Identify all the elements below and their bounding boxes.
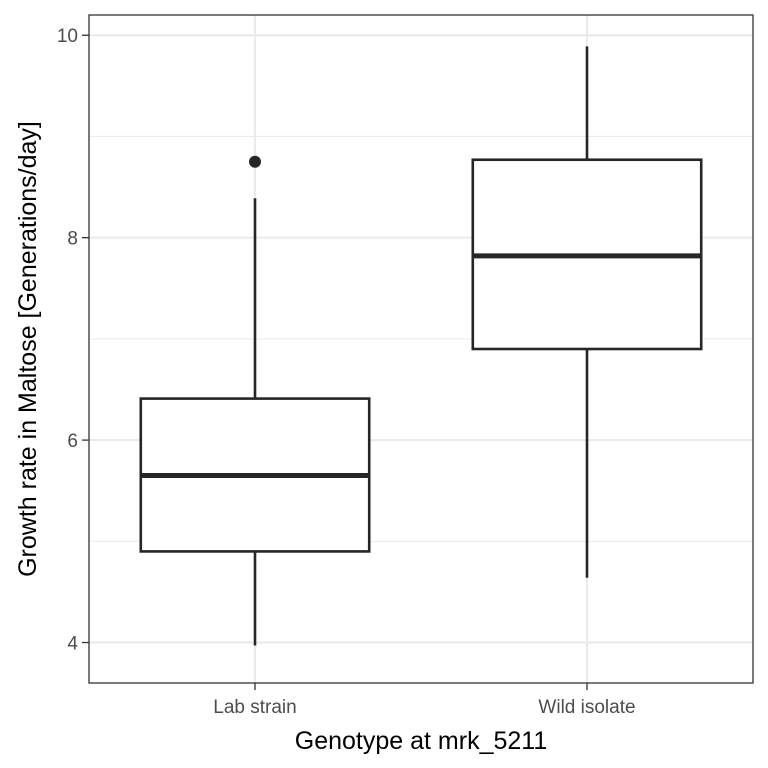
box-wild-isolate bbox=[471, 46, 703, 578]
y-tick-label: 10 bbox=[57, 26, 78, 47]
y-tick-label: 4 bbox=[67, 634, 78, 655]
axes: 4 6 8 10 Lab strain Wild isolate bbox=[57, 26, 636, 718]
x-tick-label: Wild isolate bbox=[538, 697, 635, 718]
x-axis-title: Genotype at mrk_5211 bbox=[295, 727, 547, 755]
outlier-point bbox=[249, 155, 261, 168]
panel-border bbox=[88, 14, 754, 684]
x-tick-label: Lab strain bbox=[213, 697, 296, 718]
box-lab-strain bbox=[139, 155, 371, 646]
y-tick-label: 6 bbox=[67, 431, 78, 452]
boxes bbox=[139, 46, 703, 646]
y-axis-title: Growth rate in Maltose [Generations/day] bbox=[14, 121, 42, 577]
y-tick-label: 8 bbox=[67, 229, 78, 250]
